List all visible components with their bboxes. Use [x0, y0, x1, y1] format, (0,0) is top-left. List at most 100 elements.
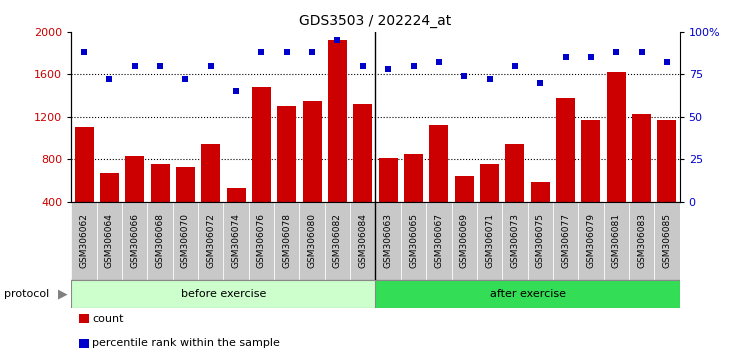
Bar: [581, 120, 601, 244]
Text: GSM306084: GSM306084: [358, 213, 367, 268]
Text: GSM306077: GSM306077: [561, 213, 570, 268]
Bar: [100, 173, 119, 244]
Text: before exercise: before exercise: [181, 289, 266, 299]
Bar: [303, 101, 321, 244]
Point: [585, 55, 597, 60]
Text: GSM306062: GSM306062: [80, 213, 89, 268]
Bar: [480, 164, 499, 244]
Bar: [328, 40, 347, 244]
Bar: [122, 202, 147, 280]
Bar: [274, 202, 300, 280]
Bar: [353, 104, 372, 244]
Point: [230, 88, 242, 94]
Bar: [277, 106, 297, 244]
Bar: [607, 72, 626, 244]
Bar: [97, 202, 122, 280]
Bar: [430, 125, 448, 244]
Text: GSM306085: GSM306085: [662, 213, 671, 268]
Point: [281, 50, 293, 55]
Point: [484, 76, 496, 82]
Bar: [604, 202, 629, 280]
Text: GSM306067: GSM306067: [434, 213, 443, 268]
Point: [661, 59, 673, 65]
Text: GSM306082: GSM306082: [333, 213, 342, 268]
Bar: [227, 188, 246, 244]
Point: [408, 63, 420, 69]
Bar: [249, 202, 274, 280]
Bar: [224, 202, 249, 280]
Point: [635, 50, 647, 55]
Text: GSM306070: GSM306070: [181, 213, 190, 268]
Bar: [477, 202, 502, 280]
Bar: [629, 202, 654, 280]
Bar: [531, 182, 550, 244]
Bar: [125, 156, 144, 244]
Point: [255, 50, 267, 55]
Text: percentile rank within the sample: percentile rank within the sample: [92, 338, 280, 348]
Bar: [150, 164, 170, 244]
Bar: [198, 202, 224, 280]
Bar: [74, 127, 94, 244]
Point: [205, 63, 217, 69]
Text: count: count: [92, 314, 124, 324]
Bar: [252, 87, 271, 244]
Text: GSM306066: GSM306066: [130, 213, 139, 268]
Bar: [71, 202, 97, 280]
Point: [433, 59, 445, 65]
Bar: [176, 167, 195, 244]
Bar: [454, 176, 474, 244]
Point: [611, 50, 623, 55]
Point: [382, 67, 394, 72]
Point: [128, 63, 140, 69]
Point: [154, 63, 166, 69]
Bar: [173, 202, 198, 280]
Point: [534, 80, 546, 86]
Text: GSM306069: GSM306069: [460, 213, 469, 268]
Bar: [201, 144, 220, 244]
Bar: [325, 202, 350, 280]
Text: GSM306075: GSM306075: [535, 213, 544, 268]
Text: GSM306080: GSM306080: [308, 213, 317, 268]
Point: [331, 38, 343, 43]
Text: GSM306071: GSM306071: [485, 213, 494, 268]
Text: GSM306078: GSM306078: [282, 213, 291, 268]
Text: ▶: ▶: [58, 287, 68, 300]
Text: GSM306065: GSM306065: [409, 213, 418, 268]
Point: [357, 63, 369, 69]
Bar: [505, 144, 524, 244]
Text: GSM306079: GSM306079: [587, 213, 596, 268]
Text: GDS3503 / 202224_at: GDS3503 / 202224_at: [300, 14, 451, 28]
Point: [559, 55, 572, 60]
Bar: [379, 158, 398, 244]
Text: GSM306068: GSM306068: [155, 213, 164, 268]
Text: after exercise: after exercise: [490, 289, 566, 299]
Text: GSM306076: GSM306076: [257, 213, 266, 268]
Bar: [553, 202, 578, 280]
Bar: [71, 280, 376, 308]
Point: [78, 50, 90, 55]
Point: [104, 76, 116, 82]
Text: GSM306063: GSM306063: [384, 213, 393, 268]
Bar: [632, 114, 651, 244]
Text: GSM306064: GSM306064: [105, 213, 114, 268]
Bar: [404, 154, 423, 244]
Text: protocol: protocol: [4, 289, 49, 299]
Bar: [502, 202, 527, 280]
Bar: [401, 202, 427, 280]
Point: [306, 50, 318, 55]
Bar: [147, 202, 173, 280]
Text: GSM306083: GSM306083: [637, 213, 646, 268]
Bar: [451, 202, 477, 280]
Text: GSM306081: GSM306081: [612, 213, 621, 268]
Text: GSM306074: GSM306074: [231, 213, 240, 268]
Bar: [578, 202, 604, 280]
Text: GSM306073: GSM306073: [511, 213, 520, 268]
Text: GSM306072: GSM306072: [207, 213, 216, 268]
Bar: [427, 202, 451, 280]
Bar: [300, 202, 324, 280]
Bar: [527, 202, 553, 280]
Bar: [350, 202, 376, 280]
Bar: [376, 202, 401, 280]
Point: [509, 63, 521, 69]
Bar: [654, 202, 680, 280]
